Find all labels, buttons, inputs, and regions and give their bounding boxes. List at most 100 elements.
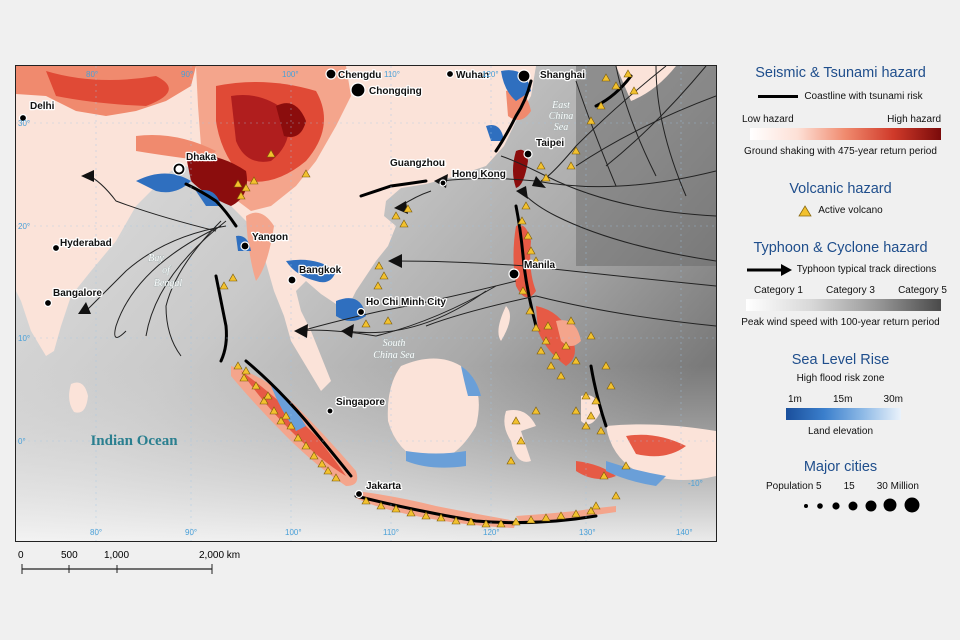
volcano-marker — [317, 459, 327, 468]
legend-seismic-caption: Ground shaking with 475-year return peri… — [744, 146, 937, 157]
volcano-marker — [606, 381, 616, 390]
volcano-marker — [556, 511, 566, 520]
sea-label-bay-1: Bay — [148, 253, 164, 264]
volcano-marker — [543, 321, 553, 330]
volcano-marker — [571, 509, 581, 518]
volcano-marker — [233, 179, 243, 188]
legend-elev-1m: 1m — [788, 394, 802, 405]
volcano-marker — [525, 306, 535, 315]
volcano-marker — [516, 436, 526, 445]
volcano-marker — [541, 513, 551, 522]
scale-bar: 0 500 1,000 2,000 km — [15, 545, 255, 585]
city-label-wuhan: Wuhan — [456, 70, 489, 81]
volcano-marker — [523, 231, 533, 240]
grat-label: 10° — [18, 334, 30, 343]
sea-label-bay-3: Bengal — [154, 278, 183, 289]
grat-label: 90° — [181, 70, 193, 79]
legend-seismic-title: Seismic & Tsunami hazard — [755, 65, 926, 81]
volcano-marker — [586, 411, 596, 420]
volcano-marker — [571, 406, 581, 415]
volcano-marker — [391, 211, 401, 220]
grat-label: 20° — [18, 222, 30, 231]
legend-volcanic-title: Volcanic hazard — [789, 181, 892, 197]
scale-label-1000: 1,000 — [104, 550, 129, 561]
flood-gradient-bar — [786, 408, 901, 420]
volcano-marker — [228, 273, 238, 282]
volcano-marker — [373, 281, 383, 290]
volcano-marker — [301, 441, 311, 450]
typhoon-tracks — [85, 66, 716, 357]
grat-label: 140° — [676, 528, 693, 537]
city-label-dhaka: Dhaka — [186, 152, 216, 163]
grat-label: 80° — [86, 70, 98, 79]
volcano-marker — [551, 351, 561, 360]
volcano-marker — [239, 373, 249, 382]
volcano-marker — [571, 356, 581, 365]
volcano-marker — [611, 81, 621, 90]
city-label-hong-kong: Hong Kong — [452, 169, 506, 180]
volcano-marker — [379, 271, 389, 280]
volcano-marker — [241, 366, 251, 375]
volcano-markers — [219, 69, 639, 528]
city-label-taipei: Taipei — [536, 138, 564, 149]
city-label-chongqing: Chongqing — [369, 86, 422, 97]
scale-label-500: 500 — [61, 550, 78, 561]
city-label-ho-chi-minh-city: Ho Chi Minh City — [366, 297, 446, 308]
legend-coastline-label: Coastline with tsunami risk — [804, 91, 923, 102]
sea-label-indian-ocean: Indian Ocean — [90, 433, 178, 449]
volcano-marker — [511, 517, 521, 526]
volcano-marker — [266, 149, 276, 158]
volcano-marker — [361, 319, 371, 328]
volcano-marker — [236, 191, 246, 200]
grat-label: 90° — [185, 528, 197, 537]
volcano-marker — [586, 506, 596, 515]
volcano-marker — [518, 286, 528, 295]
grat-label: 80° — [90, 528, 102, 537]
volcano-marker — [249, 176, 259, 185]
volcano-marker — [526, 515, 536, 524]
grat-label: 120° — [482, 70, 499, 79]
grat-label: 100° — [285, 528, 302, 537]
seismic-hazard-zones — [16, 66, 531, 281]
volcano-marker — [421, 511, 431, 520]
volcano-marker — [536, 161, 546, 170]
legend-low-hazard: Low hazard — [742, 114, 794, 125]
grat-label: 130° — [579, 528, 596, 537]
grat-label: 110° — [383, 528, 399, 537]
grat-label: 120° — [483, 528, 500, 537]
volcano-icon — [798, 204, 812, 216]
legend-cities-title: Major cities — [803, 459, 878, 475]
volcano-marker — [611, 491, 621, 500]
volcano-marker — [276, 416, 286, 425]
legend-category-1: Category 1 — [754, 285, 803, 296]
seismic-gradient-bar — [750, 128, 941, 140]
volcano-marker — [281, 411, 291, 420]
legend-category-3: Category 3 — [826, 285, 875, 296]
legend-population-max: 30 Million — [876, 481, 919, 492]
volcano-marker — [546, 361, 556, 370]
city-label-hyderabad: Hyderabad — [60, 238, 112, 249]
volcano-marker — [374, 261, 384, 270]
volcano-marker — [466, 517, 476, 526]
hazard-map[interactable]: Chengdu Chongqing Wuhan Shanghai Delhi D… — [15, 65, 717, 542]
volcano-marker — [596, 101, 606, 110]
volcano-marker — [323, 466, 333, 475]
legend-population-mid: 15 — [843, 481, 855, 492]
volcano-marker — [541, 336, 551, 345]
city-size-symbols — [804, 497, 920, 513]
city-label-manila: Manila — [524, 260, 556, 271]
volcano-marker — [566, 161, 576, 170]
volcano-marker — [556, 371, 566, 380]
volcano-marker — [481, 519, 491, 528]
volcano-marker — [391, 504, 401, 513]
legend-category-5: Category 5 — [898, 285, 947, 296]
volcano-marker — [621, 461, 631, 470]
volcano-marker — [591, 501, 601, 510]
grat-label: 0° — [18, 437, 26, 446]
volcano-marker — [301, 169, 311, 178]
volcano-marker — [517, 216, 527, 225]
volcano-marker — [571, 146, 581, 155]
legend-land-elevation: Land elevation — [807, 426, 874, 437]
legend-elev-30m: 30m — [883, 394, 903, 405]
sea-label-scs-1: South — [383, 338, 406, 349]
